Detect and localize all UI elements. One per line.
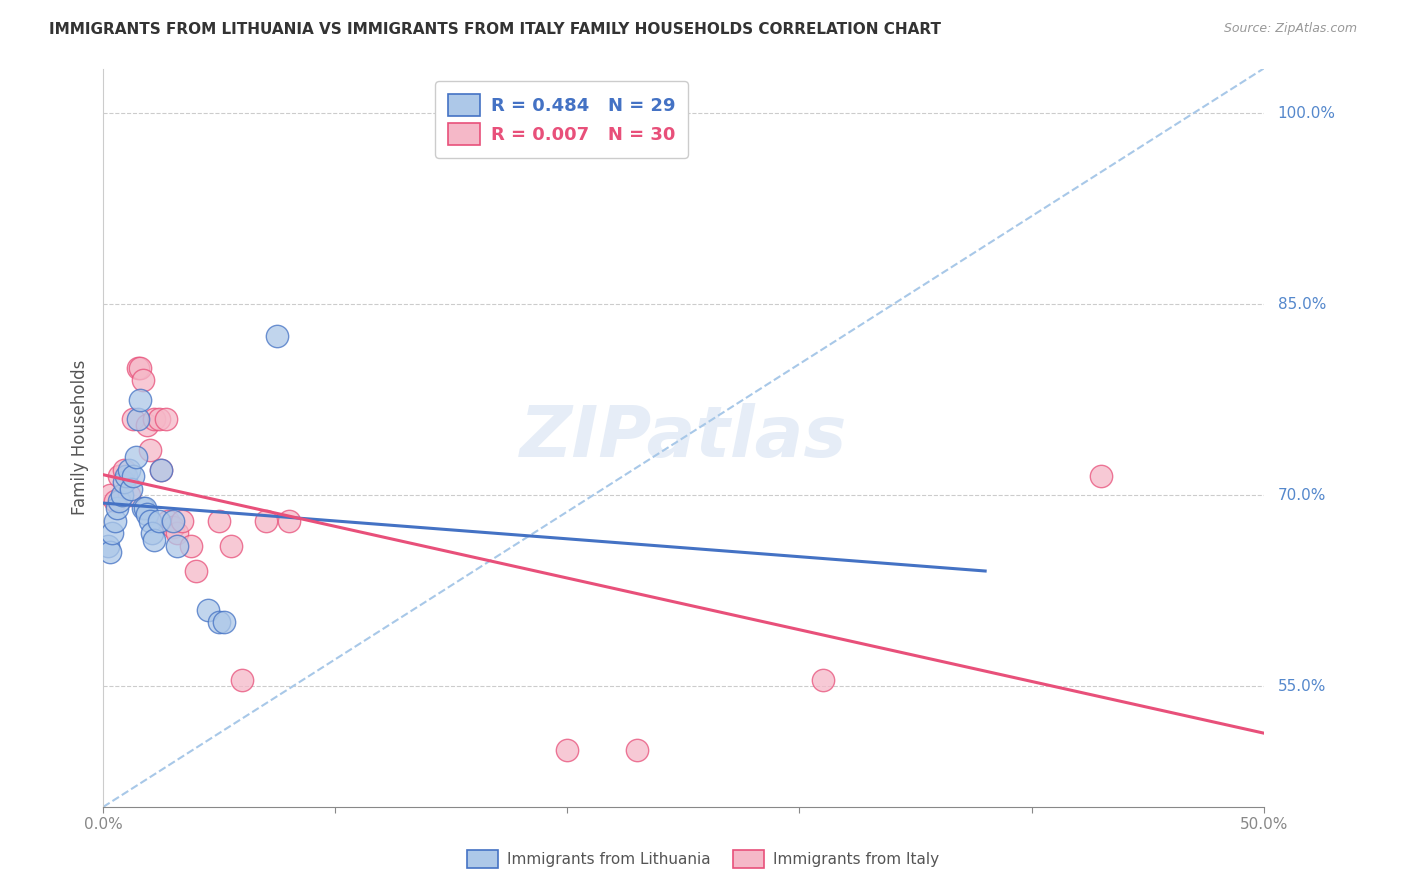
Legend: R = 0.484   N = 29, R = 0.007   N = 30: R = 0.484 N = 29, R = 0.007 N = 30 [434, 81, 688, 158]
Point [118, 462, 141, 476]
Point [138, 514, 160, 528]
Point [150, 462, 173, 476]
Point [131, 500, 153, 515]
Point [1090, 469, 1112, 483]
Text: IMMIGRANTS FROM LITHUANIA VS IMMIGRANTS FROM ITALY FAMILY HOUSEHOLDS CORRELATION: IMMIGRANTS FROM LITHUANIA VS IMMIGRANTS … [49, 22, 941, 37]
Point [97, 539, 120, 553]
Text: 70.0%: 70.0% [1278, 488, 1326, 502]
Point [143, 411, 166, 425]
Point [124, 450, 146, 464]
Point [122, 469, 145, 483]
Point [120, 482, 142, 496]
Point [111, 488, 134, 502]
Point [112, 462, 135, 476]
Point [150, 462, 173, 476]
Point [141, 526, 163, 541]
Point [104, 514, 127, 528]
Point [118, 488, 141, 502]
Point [157, 514, 180, 528]
Point [129, 392, 152, 407]
Point [105, 500, 128, 515]
Point [108, 494, 131, 508]
Point [557, 742, 579, 756]
Point [155, 411, 177, 425]
Point [127, 360, 149, 375]
Point [148, 411, 170, 425]
Point [104, 494, 127, 508]
Text: ZIPatlas: ZIPatlas [520, 403, 846, 472]
Point [115, 469, 138, 483]
Point [162, 514, 184, 528]
Text: 100.0%: 100.0% [1278, 105, 1336, 120]
Y-axis label: Family Households: Family Households [72, 360, 89, 516]
Point [626, 742, 648, 756]
Point [143, 533, 166, 547]
Point [811, 673, 834, 687]
Text: Source: ZipAtlas.com: Source: ZipAtlas.com [1223, 22, 1357, 36]
Point [138, 443, 160, 458]
Point [136, 507, 159, 521]
Point [197, 602, 219, 616]
Point [134, 500, 156, 515]
Text: 55.0%: 55.0% [1278, 679, 1326, 693]
Point [162, 520, 184, 534]
Point [98, 488, 121, 502]
Point [266, 329, 288, 343]
Point [166, 526, 188, 541]
Point [129, 360, 152, 375]
Point [127, 411, 149, 425]
Point [136, 417, 159, 432]
Point [219, 539, 242, 553]
Point [98, 545, 121, 559]
Point [277, 514, 299, 528]
Point [166, 539, 188, 553]
Point [131, 374, 153, 388]
Point [208, 514, 231, 528]
Point [170, 514, 193, 528]
Point [208, 615, 231, 630]
Point [254, 514, 277, 528]
Point [112, 475, 135, 490]
Point [122, 411, 145, 425]
Point [108, 469, 131, 483]
Point [184, 565, 207, 579]
Point [212, 615, 235, 630]
Point [180, 539, 202, 553]
Text: 85.0%: 85.0% [1278, 296, 1326, 311]
Point [148, 514, 170, 528]
Legend: Immigrants from Lithuania, Immigrants from Italy: Immigrants from Lithuania, Immigrants fr… [460, 843, 946, 875]
Point [101, 526, 124, 541]
Point [231, 673, 253, 687]
